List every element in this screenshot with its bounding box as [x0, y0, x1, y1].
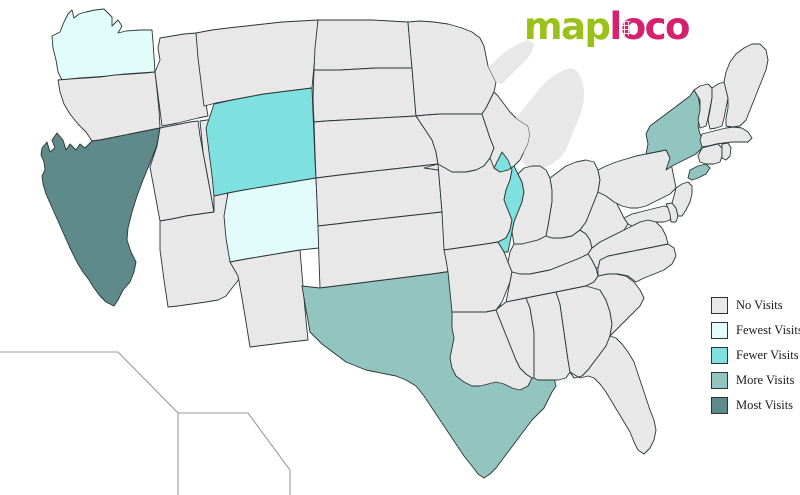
legend-item-no-visits[interactable]: No Visits [711, 293, 799, 318]
maploco-logo[interactable]: map loco [524, 4, 691, 48]
legend-swatch-fewer-visits [711, 347, 728, 364]
legend-swatch-no-visits [711, 297, 728, 314]
legend-label-fewer-visits: Fewer Visits [736, 348, 799, 363]
legend-swatch-fewest-visits [711, 322, 728, 339]
hawaii-inset-divider [178, 412, 291, 495]
state-RI[interactable]: Rhode Island [721, 142, 732, 161]
state-MN[interactable]: Minnesota [407, 20, 497, 117]
legend-item-fewer-visits[interactable]: Fewer Visits [711, 343, 799, 368]
state-PA[interactable]: Pennsylvania [597, 149, 677, 209]
state-SD[interactable]: South Dakota [312, 67, 417, 123]
legend-label-most-visits: Most Visits [736, 398, 794, 413]
state-FL[interactable]: Florida [569, 335, 657, 455]
legend-item-fewest-visits[interactable]: Fewest Visits [711, 318, 800, 343]
state-WY[interactable]: Wyoming [205, 87, 317, 197]
state-MA[interactable]: Massachusetts [699, 126, 753, 148]
map-legend: No Visits Fewest Visits Fewer Visits Mor… [711, 293, 800, 418]
legend-label-more-visits: More Visits [736, 373, 795, 388]
alaska-inset-divider [0, 351, 179, 495]
state-AR[interactable]: Arkansas [443, 241, 513, 313]
logo-loco-label: loco [609, 4, 691, 48]
logo-map-label: map [524, 4, 611, 48]
state-NJ[interactable]: New Jersey [671, 181, 693, 217]
state-CA[interactable]: California [40, 127, 161, 307]
legend-swatch-more-visits [711, 372, 728, 389]
state-ND[interactable]: North Dakota [313, 19, 413, 71]
state-ME[interactable]: Maine [723, 43, 769, 128]
legend-item-more-visits[interactable]: More Visits [711, 368, 799, 393]
logo-text-loco: loco [609, 4, 691, 48]
state-NM[interactable]: New Mexico [229, 249, 309, 348]
state-WA[interactable]: Washington [51, 8, 156, 81]
legend-label-fewest-visits: Fewest Visits [736, 323, 800, 338]
logo-text-map: map [524, 4, 611, 48]
legend-label-no-visits: No Visits [736, 298, 783, 313]
state-MI[interactable]: Michigan [488, 40, 584, 170]
legend-item-most-visits[interactable]: Most Visits [711, 393, 799, 418]
state-CT[interactable]: Connecticut [697, 143, 723, 165]
legend-swatch-most-visits [711, 397, 728, 414]
